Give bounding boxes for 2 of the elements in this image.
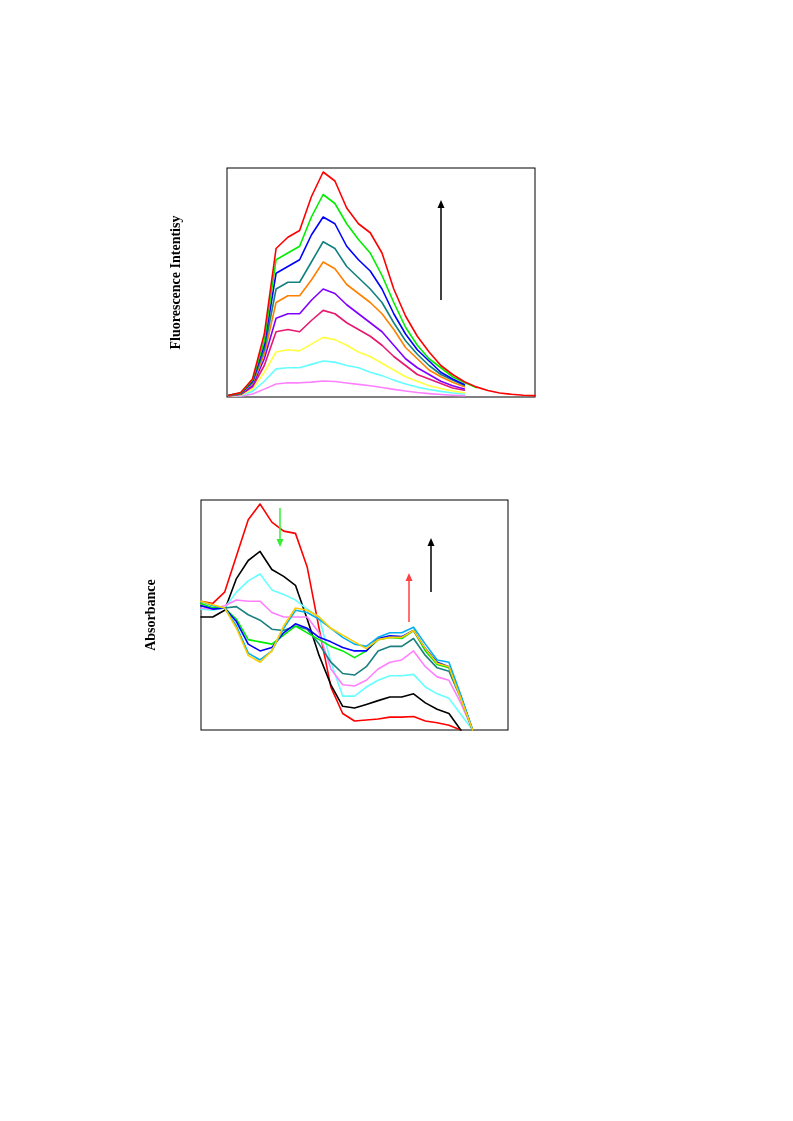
y-axis-title: Fluorescence Intentisy xyxy=(168,215,183,350)
y-axis-title: Absorbance xyxy=(143,579,158,651)
